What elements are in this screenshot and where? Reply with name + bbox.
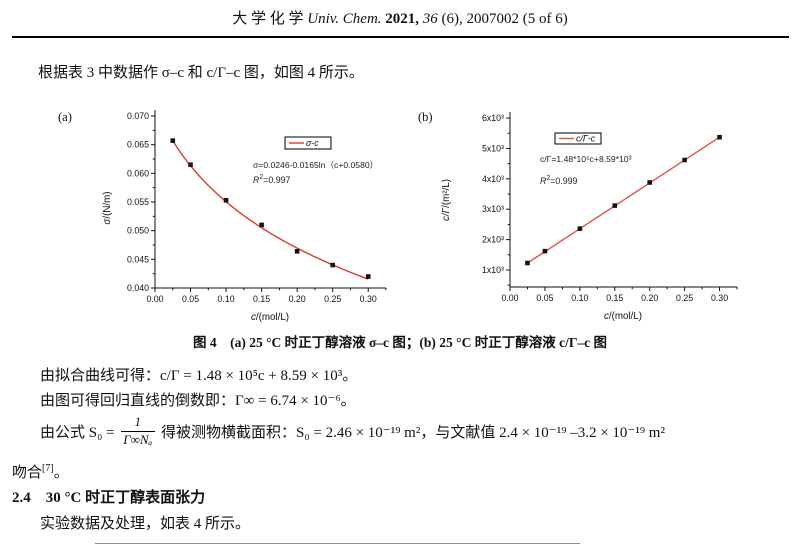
journal-title-en: Univ. Chem. — [307, 11, 382, 27]
axis-titles: c/(mol/L) σ/(N/m) — [102, 191, 289, 323]
svg-text:0.05: 0.05 — [182, 294, 199, 304]
formula-before: 由公式 S₀ = — [40, 424, 115, 441]
journal-title-cn: 大 学 化 学 — [232, 11, 304, 27]
svg-text:c/Γ/(m²/L): c/Γ/(m²/L) — [441, 179, 452, 221]
equation-label: c/Γ=1.48*10⁵c+8.59*10³ — [540, 154, 632, 164]
svg-text:0.045: 0.045 — [127, 254, 149, 264]
svg-text:0.065: 0.065 — [127, 140, 149, 150]
svg-text:1x10³: 1x10³ — [482, 265, 504, 275]
journal-header: 大 学 化 学 Univ. Chem. 2021, 36 (6), 200700… — [0, 7, 800, 28]
r-squared-label: R2=0.997 — [253, 174, 291, 185]
gamma-infinity-line: 由图可得回归直线的倒数即：Γ∞ = 6.74 × 10⁻⁶。 — [40, 393, 356, 409]
svg-text:0.20: 0.20 — [641, 293, 658, 303]
figure-caption: 图 4 (a) 25 °C 时正丁醇溶液 σ–c 图；(b) 25 °C 时正丁… — [192, 335, 608, 350]
svg-text:0.15: 0.15 — [606, 293, 623, 303]
reference-7: [7] — [42, 463, 54, 474]
svg-text:0.15: 0.15 — [253, 294, 270, 304]
header-rule — [12, 36, 789, 38]
svg-text:c/(mol/L): c/(mol/L) — [251, 312, 289, 323]
table-4-intro-line: 实验数据及处理，如表 4 所示。 — [40, 516, 251, 532]
svg-text:0.25: 0.25 — [676, 293, 693, 303]
svg-text:0.00: 0.00 — [501, 293, 518, 303]
section-title: 30 °C 时正丁醇表面张力 — [45, 490, 206, 506]
svg-text:R2=0.999: R2=0.999 — [540, 175, 578, 186]
svg-text:σ=0.0246-0.0165ln（c+0.0580）: σ=0.0246-0.0165ln（c+0.0580） — [253, 160, 378, 170]
svg-text:0.060: 0.060 — [127, 168, 149, 178]
fraction-numerator: 1 — [120, 414, 156, 432]
svg-text:0.30: 0.30 — [360, 294, 377, 304]
panel-label: (a) — [58, 110, 72, 124]
literature-match-line: 吻合[7]。 — [12, 461, 69, 482]
svg-text:R2=0.997: R2=0.997 — [253, 174, 291, 185]
svg-text:(b): (b) — [418, 110, 433, 124]
data-points — [170, 138, 371, 279]
svg-text:6x10³: 6x10³ — [482, 113, 504, 123]
section-heading-2-4: 2.4 30 °C 时正丁醇表面张力 — [12, 486, 205, 507]
journal-issue-pages: (6), 2007002 (5 of 6) — [441, 11, 568, 27]
svg-text:0.050: 0.050 — [127, 226, 149, 236]
svg-text:(a): (a) — [58, 110, 72, 124]
match-period: 。 — [53, 465, 69, 481]
svg-text:0.20: 0.20 — [289, 294, 306, 304]
journal-year: 2021, — [385, 11, 420, 27]
svg-text:0.10: 0.10 — [571, 293, 588, 303]
match-text: 吻合 — [12, 465, 43, 481]
table-4-top-border — [95, 543, 580, 544]
svg-text:0.30: 0.30 — [711, 293, 728, 303]
panel-label: (b) — [418, 110, 433, 124]
intro-paragraph: 根据表 3 中数据作 σ–c 和 c/Γ–c 图，如图 4 所示。 — [38, 65, 364, 81]
svg-text:0.055: 0.055 — [127, 197, 149, 207]
axes — [151, 110, 387, 292]
svg-text:0.040: 0.040 — [127, 283, 149, 293]
fit-line — [172, 140, 369, 280]
svg-text:0.25: 0.25 — [324, 294, 341, 304]
svg-text:2x10³: 2x10³ — [482, 235, 504, 245]
s0-formula-line: 由公式 S₀ = 1 Γ∞Nₐ 得被测物横截面积：S₀ = 2.46 × 10⁻… — [40, 408, 665, 454]
axes — [506, 112, 738, 291]
legend: c/Γ-c — [554, 132, 602, 145]
svg-text:0.10: 0.10 — [218, 294, 235, 304]
r-squared-label: R2=0.999 — [540, 175, 578, 186]
journal-volume: 36 — [422, 11, 438, 27]
fraction-denominator: Γ∞Nₐ — [123, 431, 153, 447]
svg-text:4x10³: 4x10³ — [482, 174, 504, 184]
svg-text:0.05: 0.05 — [536, 293, 553, 303]
fit-line — [527, 136, 720, 264]
equation-label: σ=0.0246-0.0165ln（c+0.0580） — [253, 160, 378, 170]
formula-after: 得被测物横截面积：S₀ = 2.46 × 10⁻¹⁹ m²，与文献值 2.4 ×… — [161, 424, 665, 441]
tick-labels: 0.00 0.05 0.10 0.15 0.20 0.25 0.30 1x10³ 2x10³ 3x… — [482, 113, 728, 303]
svg-text:c/Γ-c: c/Γ-c — [576, 134, 596, 144]
svg-text:0.00: 0.00 — [146, 294, 163, 304]
svg-text:σ/(N/m): σ/(N/m) — [102, 191, 113, 224]
svg-text:3x10³: 3x10³ — [482, 204, 504, 214]
chart-a-sigma-c: 0.00 0.05 0.10 0.15 0.20 0.25 0.30 0.040 0.045 0.… — [58, 110, 387, 323]
section-number: 2.4 — [12, 490, 31, 506]
svg-text:σ-c: σ-c — [306, 138, 319, 148]
svg-text:c/Γ=1.48*10⁵c+8.59*10³: c/Γ=1.48*10⁵c+8.59*10³ — [540, 154, 632, 164]
fit-equation-line: 由拟合曲线可得：c/Γ = 1.48 × 10⁵c + 8.59 × 10³。 — [40, 368, 358, 384]
svg-text:0.070: 0.070 — [127, 111, 149, 121]
svg-text:c/(mol/L): c/(mol/L) — [604, 311, 642, 322]
fraction: 1 Γ∞Nₐ — [120, 414, 156, 448]
legend: σ-c — [284, 136, 332, 150]
chart-b-c-gamma-c: 0.00 0.05 0.10 0.15 0.20 0.25 0.30 1x10³ 2x10³ 3x… — [418, 110, 738, 322]
data-points — [525, 134, 722, 266]
svg-text:5x10³: 5x10³ — [482, 143, 504, 153]
tick-labels: 0.00 0.05 0.10 0.15 0.20 0.25 0.30 0.040 0.045 0.… — [127, 111, 377, 304]
axis-titles: c/(mol/L) c/Γ/(m²/L) — [441, 179, 642, 322]
